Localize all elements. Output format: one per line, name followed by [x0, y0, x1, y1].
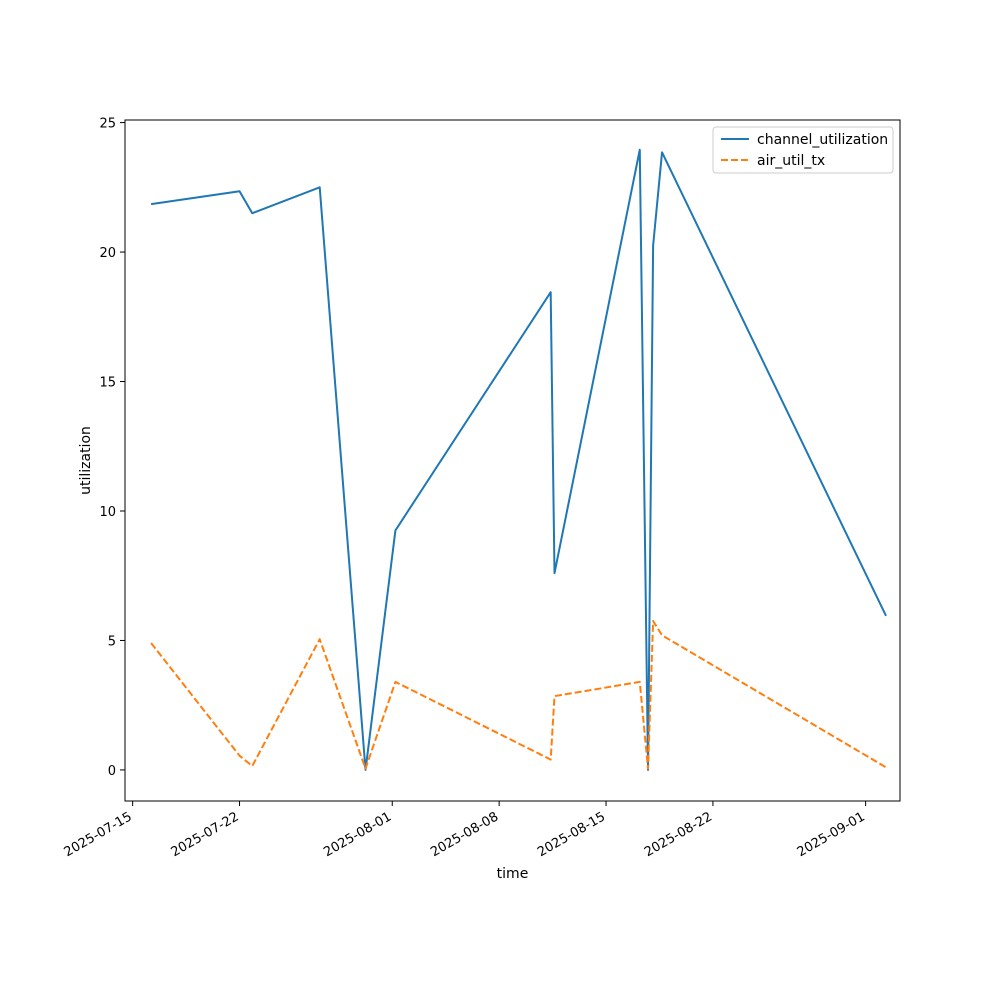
- series-line-channel-utilization: [150, 148, 887, 771]
- legend-label-channel-utilization: channel_utilization: [757, 132, 888, 148]
- y-axis: 0 5 10 15 20 25: [99, 117, 125, 779]
- y-tick-label: 0: [108, 764, 116, 779]
- plot-area: [124, 119, 901, 802]
- y-tick-label: 10: [99, 505, 116, 520]
- legend: channel_utilization air_util_tx: [712, 126, 894, 174]
- y-tick-label: 20: [99, 246, 116, 261]
- x-axis-label: time: [497, 866, 529, 882]
- series-line-air-util-tx: [150, 620, 887, 770]
- legend-label-air-util-tx: air_util_tx: [757, 153, 825, 169]
- axes-frame: [124, 119, 901, 802]
- legend-box: [712, 126, 894, 174]
- y-axis-label: utilization: [78, 426, 94, 495]
- y-tick-label: 25: [99, 117, 116, 132]
- y-tick-label: 5: [108, 634, 116, 649]
- y-tick-label: 15: [99, 376, 116, 391]
